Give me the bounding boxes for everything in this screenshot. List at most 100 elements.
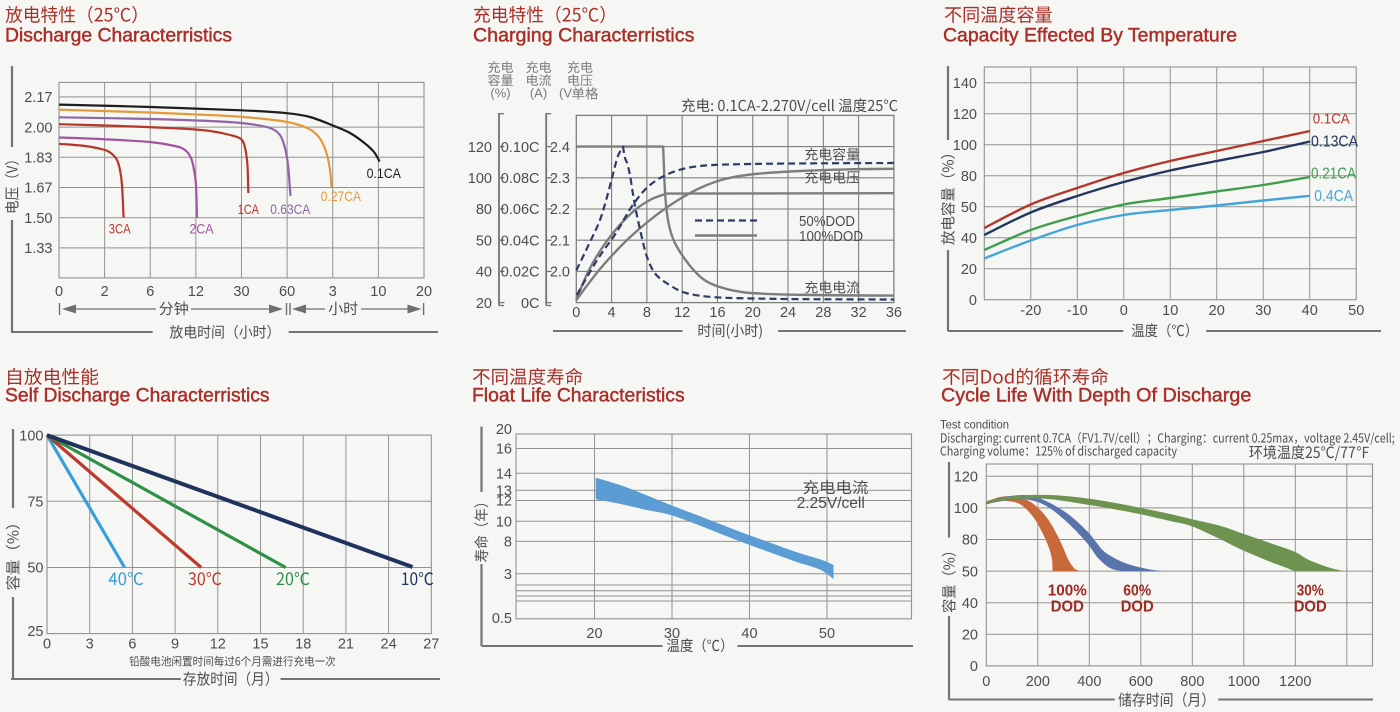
svg-text:25: 25: [27, 624, 43, 640]
svg-text:1.50: 1.50: [24, 211, 52, 227]
svg-text:50%DOD: 50%DOD: [799, 214, 855, 230]
svg-text:18: 18: [295, 637, 311, 653]
svg-text:2: 2: [101, 284, 109, 300]
svg-text:400: 400: [1077, 674, 1101, 690]
svg-text:0: 0: [969, 293, 977, 309]
svg-text:28: 28: [815, 305, 831, 321]
svg-text:0: 0: [1120, 303, 1128, 319]
svg-text:2.2: 2.2: [550, 202, 570, 218]
svg-text:40: 40: [476, 265, 492, 281]
svg-text:Cycle Life With Depth Of Disch: Cycle Life With Depth Of Discharge: [941, 385, 1251, 407]
svg-text:2.00: 2.00: [24, 120, 52, 136]
svg-text:0.63CA: 0.63CA: [270, 201, 311, 217]
svg-text:(%): (%): [490, 86, 510, 101]
svg-text:2.17: 2.17: [24, 90, 52, 106]
svg-text:60: 60: [279, 284, 295, 300]
svg-text:50: 50: [476, 233, 492, 249]
svg-text:20: 20: [961, 262, 977, 278]
svg-text:50: 50: [27, 561, 43, 577]
svg-text:80: 80: [961, 169, 977, 185]
svg-text:3CA: 3CA: [109, 220, 131, 236]
svg-text:10: 10: [370, 284, 386, 300]
svg-text:120: 120: [954, 470, 978, 486]
svg-text:Capacity Effected By Temperatu: Capacity Effected By Temperature: [943, 25, 1237, 47]
svg-text:100: 100: [19, 428, 43, 444]
svg-text:16: 16: [709, 305, 725, 321]
svg-text:120: 120: [468, 140, 492, 156]
svg-text:800: 800: [1180, 674, 1204, 690]
svg-text:60%: 60%: [1123, 583, 1151, 600]
svg-text:12: 12: [674, 305, 690, 321]
svg-text:(A): (A): [530, 86, 547, 101]
svg-text:DOD: DOD: [1051, 598, 1084, 615]
svg-text:Float Life Characteristics: Float Life Characteristics: [472, 385, 685, 407]
svg-text:-20: -20: [1020, 303, 1041, 319]
svg-text:1200: 1200: [1279, 674, 1311, 690]
svg-text:10: 10: [496, 515, 512, 531]
svg-text:0: 0: [982, 674, 990, 690]
svg-text:14: 14: [496, 466, 512, 482]
svg-text:3: 3: [504, 567, 512, 583]
svg-text:DOD: DOD: [1121, 598, 1154, 615]
svg-text:20: 20: [416, 284, 432, 300]
svg-text:3: 3: [329, 284, 337, 300]
svg-text:9: 9: [171, 637, 179, 653]
svg-text:0: 0: [43, 637, 51, 653]
svg-text:100%DOD: 100%DOD: [799, 229, 863, 245]
svg-text:8: 8: [643, 305, 651, 321]
svg-text:12: 12: [188, 284, 204, 300]
svg-text:6: 6: [128, 637, 136, 653]
svg-text:80: 80: [962, 533, 978, 549]
svg-text:40: 40: [741, 626, 757, 642]
svg-text:600: 600: [1129, 674, 1153, 690]
svg-text:20: 20: [586, 626, 602, 642]
svg-text:12: 12: [210, 637, 226, 653]
svg-text:10: 10: [1162, 303, 1178, 319]
svg-text:2.1: 2.1: [550, 233, 570, 249]
svg-text:100%: 100%: [1048, 583, 1087, 600]
svg-text:13: 13: [496, 483, 512, 499]
svg-text:1CA: 1CA: [238, 201, 260, 217]
svg-text:3: 3: [86, 637, 94, 653]
svg-text:36: 36: [886, 305, 902, 321]
svg-text:0: 0: [970, 659, 978, 675]
svg-text:0.06C: 0.06C: [501, 202, 540, 218]
svg-text:DOD: DOD: [1294, 598, 1327, 615]
svg-text:30: 30: [1255, 303, 1271, 319]
svg-text:1.83: 1.83: [24, 151, 52, 167]
svg-text:0.1CA: 0.1CA: [367, 165, 402, 181]
svg-text:20: 20: [476, 296, 492, 312]
svg-text:12: 12: [496, 494, 512, 510]
svg-text:50: 50: [819, 626, 835, 642]
svg-text:80: 80: [476, 202, 492, 218]
svg-text:2.3: 2.3: [550, 171, 570, 187]
svg-text:200: 200: [1026, 674, 1050, 690]
svg-text:20: 20: [1209, 303, 1225, 319]
svg-text:0.5: 0.5: [492, 611, 512, 627]
svg-text:0: 0: [572, 305, 580, 321]
svg-text:21: 21: [338, 637, 354, 653]
svg-text:Charging Characterristics: Charging Characterristics: [473, 25, 695, 47]
svg-text:32: 32: [851, 305, 867, 321]
svg-text:2.0: 2.0: [550, 265, 570, 281]
svg-text:0.21CA: 0.21CA: [1311, 166, 1357, 183]
svg-text:120: 120: [953, 107, 977, 123]
svg-text:Test condition: Test condition: [940, 420, 1009, 432]
svg-text:100: 100: [953, 138, 977, 154]
svg-text:0.08C: 0.08C: [501, 171, 540, 187]
svg-text:0.04C: 0.04C: [501, 233, 540, 249]
svg-text:15: 15: [252, 637, 268, 653]
svg-text:30: 30: [664, 626, 680, 642]
svg-text:0.4CA: 0.4CA: [1314, 188, 1353, 205]
svg-text:6: 6: [146, 284, 154, 300]
svg-text:1000: 1000: [1228, 674, 1260, 690]
svg-text:24: 24: [381, 637, 397, 653]
svg-text:2CA: 2CA: [189, 220, 214, 236]
svg-text:24: 24: [780, 305, 796, 321]
svg-text:2.4: 2.4: [550, 140, 570, 156]
svg-text:8: 8: [504, 535, 512, 551]
svg-text:4: 4: [608, 305, 616, 321]
svg-text:50: 50: [961, 200, 977, 216]
svg-text:40: 40: [962, 596, 978, 612]
svg-text:20: 20: [962, 628, 978, 644]
